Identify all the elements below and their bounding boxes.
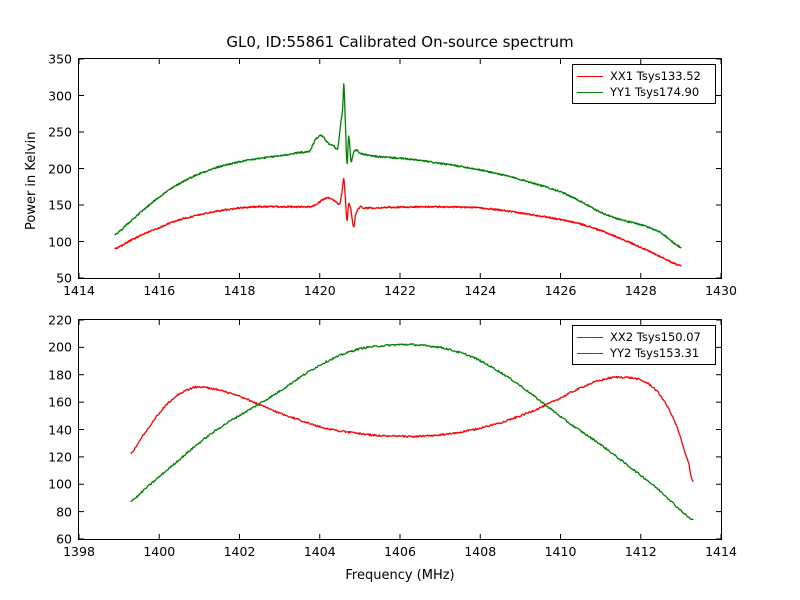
- y-tick-label: 120: [36, 449, 72, 464]
- legend-color-swatch: [577, 353, 603, 354]
- y-tick-label: 250: [36, 125, 72, 140]
- x-tick-label: 1428: [625, 283, 657, 298]
- x-tick-label: 1424: [464, 283, 496, 298]
- y-axis-label: Power in Kelvin: [24, 132, 39, 230]
- legend-item: YY2 Tsys153.31: [577, 345, 710, 361]
- x-tick-label: 1412: [625, 544, 657, 559]
- y-tick-label: 80: [36, 504, 72, 519]
- x-tick-label: 1410: [545, 544, 577, 559]
- x-tick-label: 1418: [224, 283, 256, 298]
- y-tick-label: 150: [36, 198, 72, 213]
- x-tick-label: 1402: [224, 544, 256, 559]
- legend-item: XX2 Tsys150.07: [577, 329, 710, 345]
- x-tick-label: 1406: [384, 544, 416, 559]
- x-axis-label: Frequency (MHz): [0, 568, 800, 583]
- bottom-panel-legend: XX2 Tsys150.07 YY2 Tsys153.31: [572, 325, 716, 365]
- y-tick-label: 180: [36, 367, 72, 382]
- x-tick-label: 1414: [705, 544, 737, 559]
- y-tick-label: 220: [36, 313, 72, 328]
- y-tick-label: 300: [36, 88, 72, 103]
- x-tick-label: 1400: [143, 544, 175, 559]
- y-tick-label: 200: [36, 161, 72, 176]
- legend-color-swatch: [577, 337, 603, 338]
- x-tick-label: 1404: [304, 544, 336, 559]
- legend-label: YY2 Tsys153.31: [610, 346, 699, 360]
- y-tick-label: 160: [36, 395, 72, 410]
- x-tick-label: 1420: [304, 283, 336, 298]
- x-tick-label: 1408: [464, 544, 496, 559]
- y-tick-label: 60: [36, 532, 72, 547]
- legend-color-swatch: [577, 92, 603, 93]
- legend-label: YY1 Tsys174.90: [610, 85, 699, 99]
- y-tick-label: 140: [36, 422, 72, 437]
- x-tick-label: 1426: [545, 283, 577, 298]
- figure-canvas: GL0, ID:55861 Calibrated On-source spect…: [0, 0, 800, 600]
- y-tick-label: 100: [36, 234, 72, 249]
- x-tick-label: 1422: [384, 283, 416, 298]
- top-panel-legend: XX1 Tsys133.52 YY1 Tsys174.90: [572, 64, 716, 104]
- legend-label: XX1 Tsys133.52: [610, 69, 701, 83]
- y-tick-label: 50: [36, 271, 72, 286]
- x-tick-label: 1416: [143, 283, 175, 298]
- figure-title: GL0, ID:55861 Calibrated On-source spect…: [0, 33, 800, 51]
- legend-item: YY1 Tsys174.90: [577, 84, 710, 100]
- legend-color-swatch: [577, 76, 603, 77]
- legend-item: XX1 Tsys133.52: [577, 68, 710, 84]
- y-tick-label: 200: [36, 340, 72, 355]
- x-tick-label: 1430: [705, 283, 737, 298]
- y-tick-label: 100: [36, 477, 72, 492]
- legend-label: XX2 Tsys150.07: [610, 330, 701, 344]
- y-tick-label: 350: [36, 52, 72, 67]
